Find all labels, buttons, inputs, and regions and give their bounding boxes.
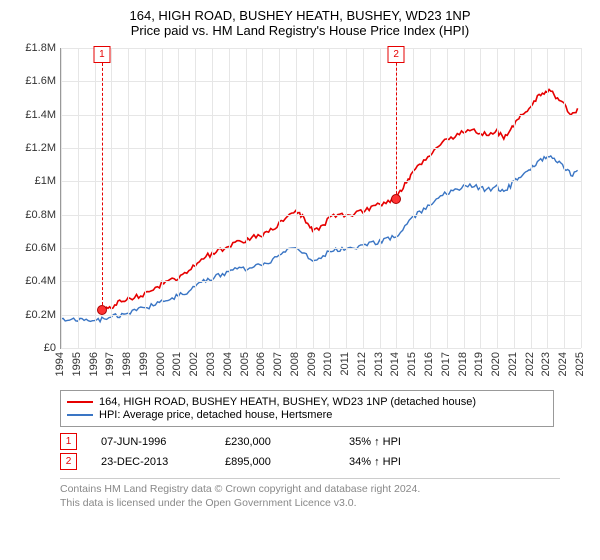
y-axis-label: £1.2M	[12, 142, 56, 154]
event-row: 1 07-JUN-1996 £230,000 35% ↑ HPI	[60, 433, 588, 450]
x-axis-label: 2010	[322, 352, 334, 376]
x-axis-label: 1996	[88, 352, 100, 376]
x-axis-label: 2014	[389, 352, 401, 376]
x-axis-label: 2017	[440, 352, 452, 376]
footer-attribution: Contains HM Land Registry data © Crown c…	[60, 478, 560, 510]
event-hpi: 35% ↑ HPI	[349, 436, 449, 448]
chart-title: 164, HIGH ROAD, BUSHEY HEATH, BUSHEY, WD…	[12, 8, 588, 38]
title-line1: 164, HIGH ROAD, BUSHEY HEATH, BUSHEY, WD…	[12, 8, 588, 23]
event-flag: 1	[60, 433, 77, 450]
y-axis-label: £1.6M	[12, 75, 56, 87]
legend-item: 164, HIGH ROAD, BUSHEY HEATH, BUSHEY, WD…	[67, 396, 547, 408]
x-axis-label: 2002	[188, 352, 200, 376]
marker-dot	[97, 305, 107, 315]
x-axis-label: 2024	[557, 352, 569, 376]
x-axis-label: 2021	[507, 352, 519, 376]
x-axis-label: 2009	[306, 352, 318, 376]
marker-flag: 2	[388, 46, 405, 63]
x-axis-label: 2011	[339, 352, 351, 376]
x-axis-label: 1995	[71, 352, 83, 376]
marker-dashed-line	[396, 48, 397, 199]
event-hpi: 34% ↑ HPI	[349, 456, 449, 468]
x-axis-label: 2008	[289, 352, 301, 376]
event-date: 23-DEC-2013	[101, 456, 201, 468]
x-axis-label: 2025	[574, 352, 586, 376]
legend-item: HPI: Average price, detached house, Hert…	[67, 409, 547, 421]
x-axis-label: 2001	[171, 352, 183, 376]
x-axis-label: 2022	[524, 352, 536, 376]
y-axis-label: £0.8M	[12, 209, 56, 221]
series-line	[102, 90, 578, 312]
x-axis-label: 2012	[356, 352, 368, 376]
marker-flag: 1	[93, 46, 110, 63]
event-row: 2 23-DEC-2013 £895,000 34% ↑ HPI	[60, 453, 588, 470]
x-axis-label: 1998	[121, 352, 133, 376]
footer-line2: This data is licensed under the Open Gov…	[60, 497, 560, 511]
marker-dashed-line	[102, 48, 103, 310]
x-axis-label: 2023	[540, 352, 552, 376]
event-price: £230,000	[225, 436, 325, 448]
x-axis-label: 2000	[155, 352, 167, 376]
legend-label: 164, HIGH ROAD, BUSHEY HEATH, BUSHEY, WD…	[99, 396, 476, 408]
x-axis-label: 1997	[104, 352, 116, 376]
event-flag: 2	[60, 453, 77, 470]
x-axis-label: 2006	[255, 352, 267, 376]
x-axis-label: 2020	[490, 352, 502, 376]
event-price: £895,000	[225, 456, 325, 468]
x-axis-label: 1999	[138, 352, 150, 376]
x-axis-label: 2007	[272, 352, 284, 376]
x-axis-label: 2003	[205, 352, 217, 376]
y-axis-label: £0.2M	[12, 309, 56, 321]
y-axis-label: £1.4M	[12, 109, 56, 121]
legend-swatch	[67, 414, 93, 416]
x-axis-label: 2013	[373, 352, 385, 376]
x-axis-label: 2018	[457, 352, 469, 376]
x-axis-label: 2016	[423, 352, 435, 376]
event-table: 1 07-JUN-1996 £230,000 35% ↑ HPI 2 23-DEC-201…	[60, 433, 588, 470]
legend: 164, HIGH ROAD, BUSHEY HEATH, BUSHEY, WD…	[60, 390, 554, 427]
chart-area: 12 £0£0.2M£0.4M£0.6M£0.8M£1M£1.2M£1.4M£1…	[12, 42, 588, 388]
y-axis-label: £0.6M	[12, 242, 56, 254]
legend-label: HPI: Average price, detached house, Hert…	[99, 409, 332, 421]
event-date: 07-JUN-1996	[101, 436, 201, 448]
y-axis-label: £0.4M	[12, 275, 56, 287]
footer-line1: Contains HM Land Registry data © Crown c…	[60, 483, 560, 497]
x-axis-label: 2004	[222, 352, 234, 376]
y-axis-label: £0	[12, 342, 56, 354]
y-axis-label: £1.8M	[12, 42, 56, 54]
y-axis-label: £1M	[12, 175, 56, 187]
x-axis-label: 1994	[54, 352, 66, 376]
x-axis-label: 2015	[406, 352, 418, 376]
line-series	[61, 48, 581, 348]
x-axis-label: 2005	[239, 352, 251, 376]
legend-swatch	[67, 401, 93, 403]
plot-area: 12	[60, 48, 581, 349]
title-line2: Price paid vs. HM Land Registry's House …	[12, 23, 588, 38]
x-axis-label: 2019	[473, 352, 485, 376]
marker-dot	[391, 194, 401, 204]
